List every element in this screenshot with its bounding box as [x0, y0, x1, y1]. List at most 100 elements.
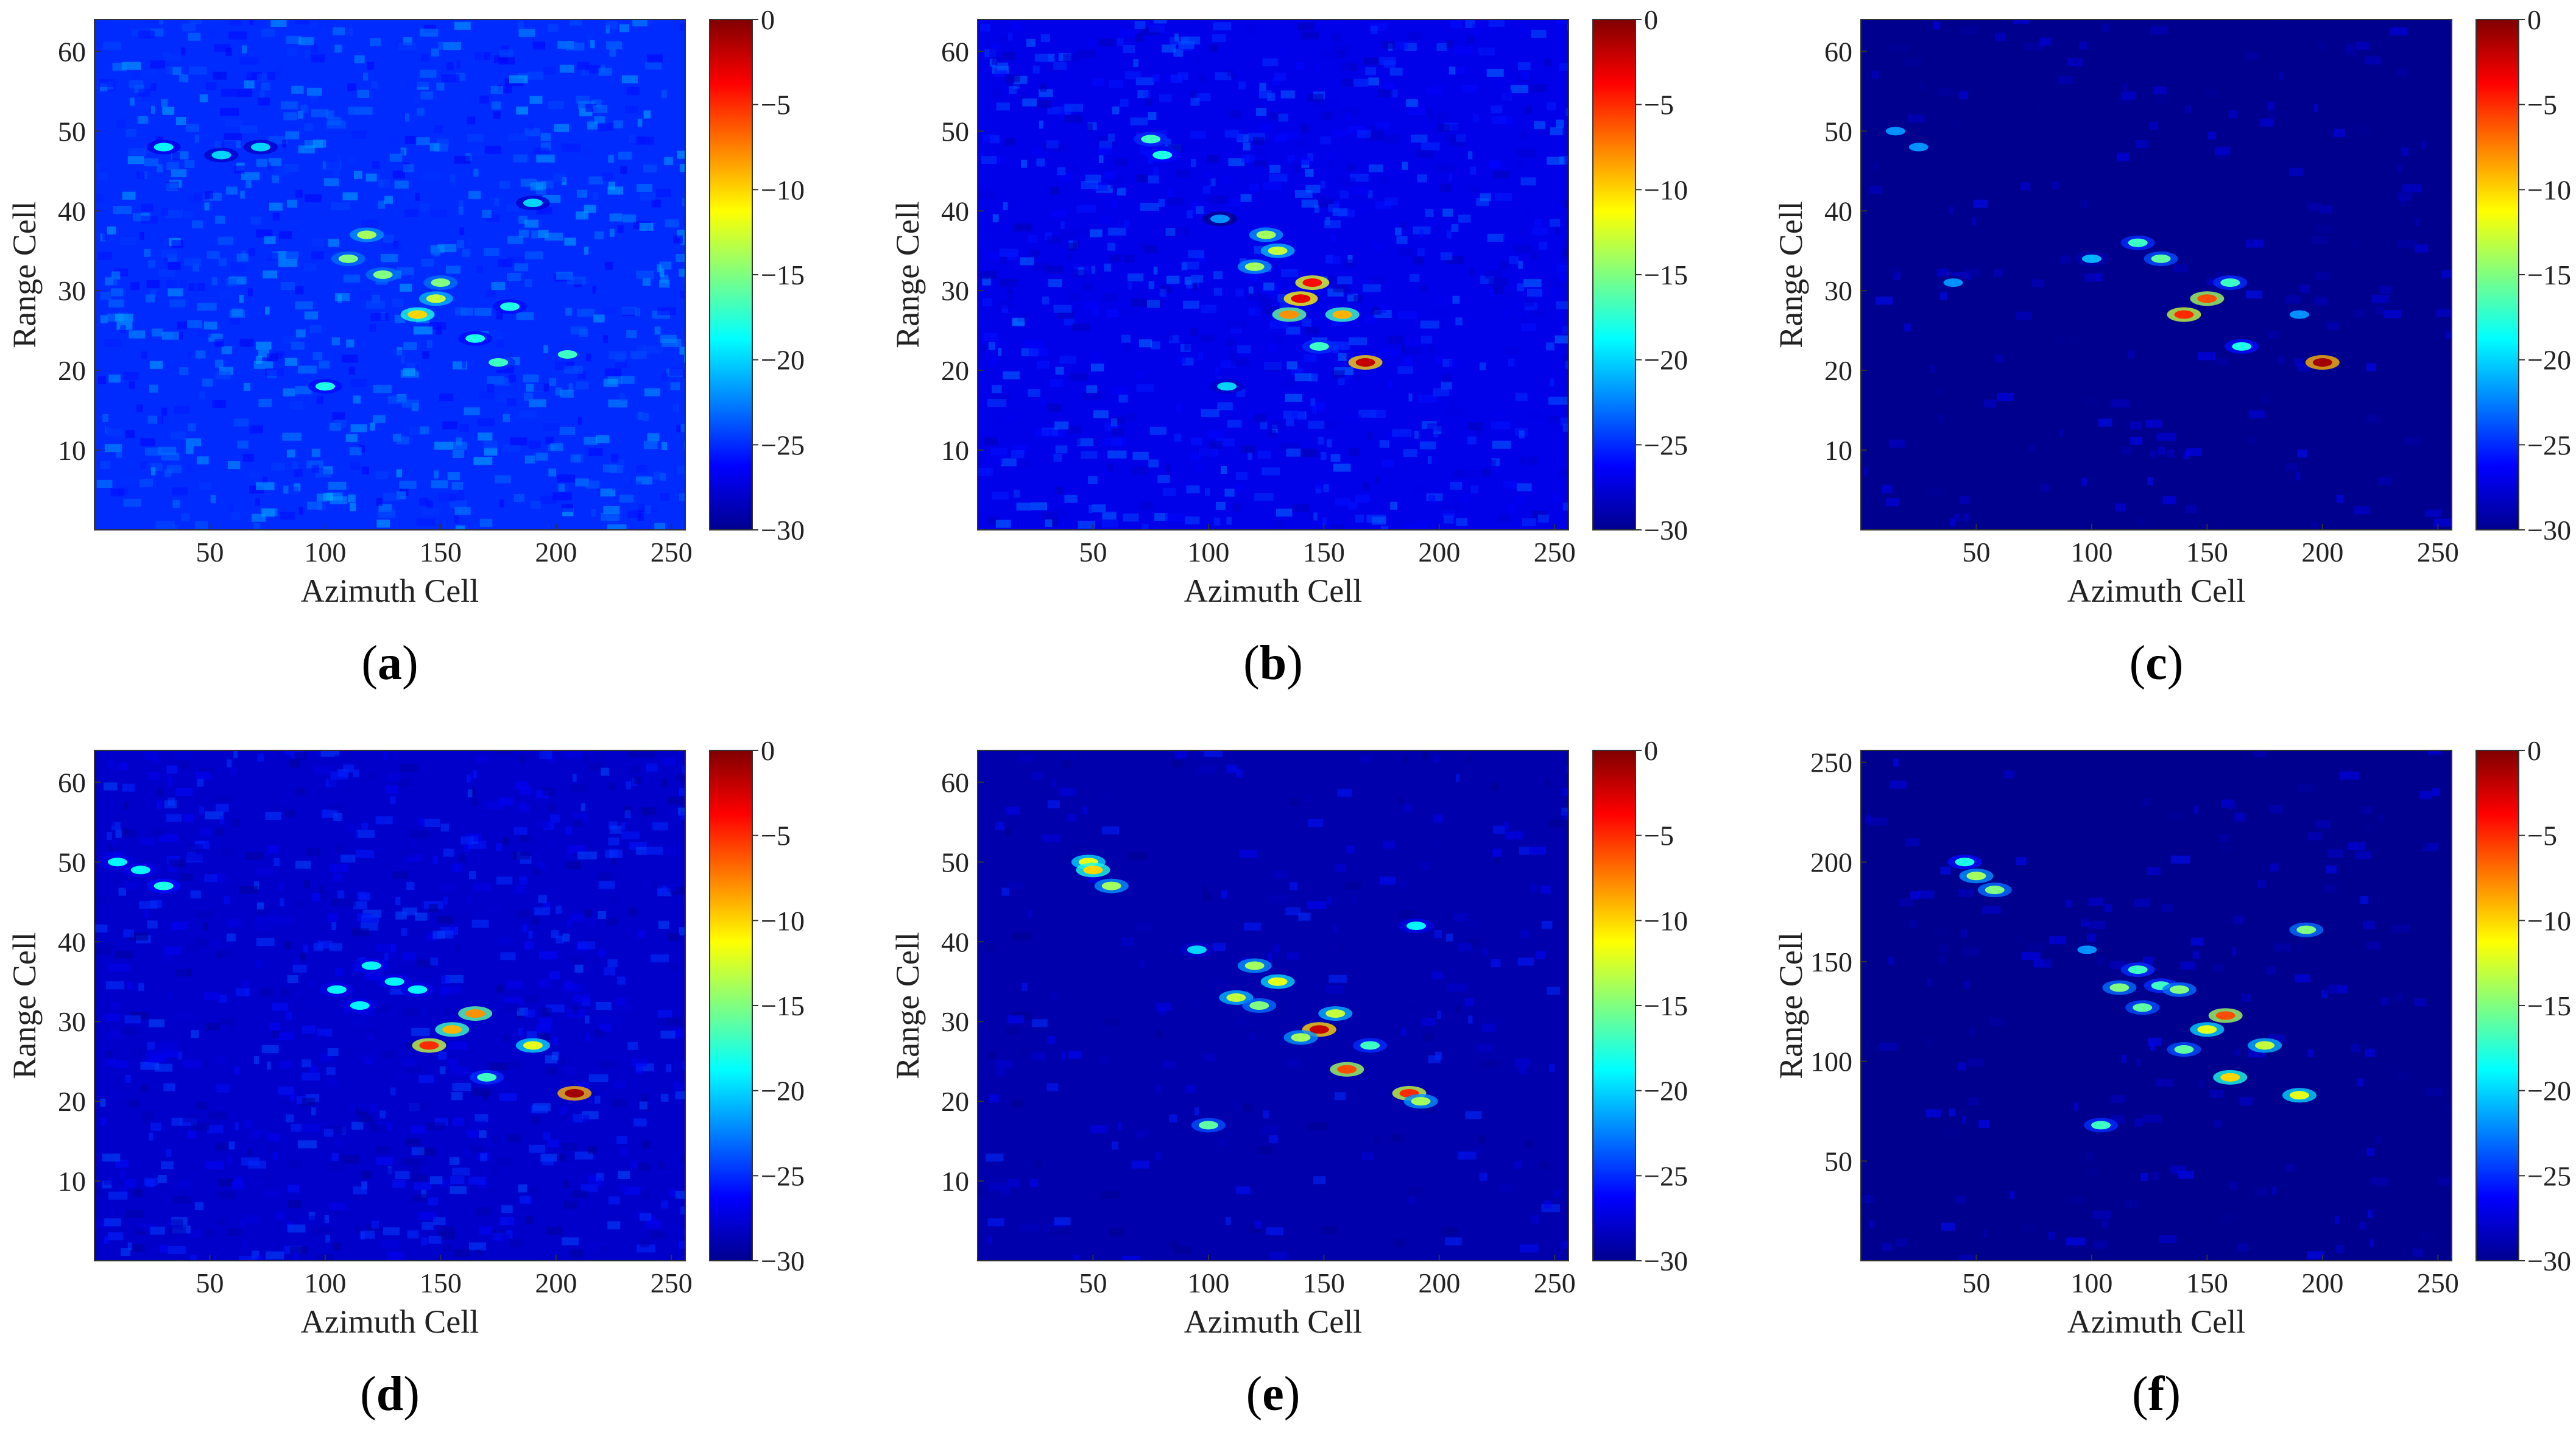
- noise-cell: [172, 152, 180, 160]
- noise-cell: [136, 404, 143, 412]
- noise-cell: [983, 943, 997, 951]
- noise-cell: [1420, 336, 1433, 344]
- noise-cell: [639, 1213, 652, 1221]
- noise-cell: [572, 774, 577, 782]
- noise-cell: [2373, 352, 2377, 361]
- noise-cell: [304, 123, 313, 132]
- noise-cell: [2296, 472, 2301, 481]
- noise-cell: [633, 1118, 647, 1127]
- noise-cell: [434, 470, 439, 479]
- noise-cell: [1554, 335, 1569, 344]
- noise-cell: [2079, 41, 2087, 50]
- noise-cell: [1048, 403, 1062, 412]
- noise-cell: [364, 972, 382, 981]
- noise-cell: [1341, 79, 1354, 87]
- noise-cell: [584, 754, 589, 763]
- noise-cell: [247, 288, 253, 297]
- noise-cell: [1383, 82, 1396, 90]
- noise-cell: [97, 376, 106, 384]
- noise-cell: [2401, 147, 2409, 156]
- target-point: [2174, 1045, 2194, 1054]
- noise-cell: [140, 461, 147, 470]
- noise-cell: [661, 90, 667, 99]
- noise-cell: [521, 753, 534, 761]
- colorbar-tick-label: −20: [1644, 345, 1688, 376]
- noise-cell: [1414, 431, 1419, 439]
- noise-cell: [1428, 113, 1447, 122]
- noise-cell: [2360, 896, 2369, 904]
- noise-cell: [1112, 106, 1120, 115]
- noise-cell: [641, 807, 656, 816]
- noise-cell: [1038, 398, 1046, 406]
- noise-cell: [659, 280, 670, 288]
- target-point: [1309, 1025, 1329, 1034]
- noise-cell: [1081, 180, 1098, 189]
- noise-cell: [1172, 759, 1184, 768]
- noise-cell: [484, 440, 498, 449]
- noise-cell: [2398, 164, 2402, 173]
- noise-cell: [1368, 432, 1373, 440]
- noise-cell: [241, 172, 260, 180]
- noise-cell: [1937, 414, 1944, 423]
- noise-cell: [2322, 884, 2337, 893]
- noise-cell: [404, 1138, 420, 1146]
- noise-cell: [214, 339, 224, 347]
- noise-cell: [2401, 50, 2405, 58]
- noise-cell: [265, 1251, 284, 1260]
- noise-cell: [259, 91, 265, 99]
- noise-cell: [102, 1153, 121, 1162]
- noise-cell: [475, 1114, 489, 1123]
- noise-cell: [256, 482, 275, 490]
- noise-cell: [353, 1186, 367, 1194]
- noise-cell: [1510, 85, 1529, 93]
- noise-cell: [1355, 514, 1364, 523]
- noise-cell: [350, 503, 356, 512]
- target-point: [1406, 922, 1426, 931]
- noise-cell: [104, 782, 118, 791]
- noise-cell: [2180, 961, 2195, 970]
- noise-cell: [500, 952, 516, 960]
- noise-cell: [293, 468, 303, 478]
- noise-cell: [266, 1133, 280, 1141]
- noise-cell: [162, 107, 175, 115]
- noise-cell: [1232, 503, 1241, 512]
- noise-cell: [1045, 265, 1064, 273]
- noise-cell: [2340, 334, 2353, 342]
- noise-cell: [1311, 406, 1318, 414]
- noise-cell: [2122, 83, 2127, 91]
- noise-cell: [1369, 276, 1386, 284]
- noise-cell: [2167, 449, 2175, 457]
- noise-cell: [987, 1176, 1000, 1185]
- noise-cell: [1890, 780, 1907, 789]
- noise-cell: [564, 238, 576, 246]
- noise-cell: [2394, 380, 2402, 389]
- noise-cell: [2380, 373, 2387, 382]
- noise-cell: [1403, 449, 1417, 457]
- noise-cell: [1118, 303, 1123, 311]
- panel-f: 50 100 150 200 250 50 100 150 200 250 Azimuth Cell…: [1766, 731, 2576, 1437]
- noise-cell: [1053, 509, 1068, 517]
- noise-cell: [1232, 1102, 1238, 1111]
- noise-cell: [1176, 169, 1190, 178]
- noise-cell: [454, 21, 471, 30]
- x-tick-label: 250: [651, 537, 693, 568]
- noise-cell: [609, 213, 623, 222]
- noise-cell: [1263, 282, 1275, 291]
- noise-cell: [1411, 134, 1428, 143]
- noise-cell: [1332, 33, 1341, 41]
- colorbar-tick-label: −10: [1644, 174, 1688, 205]
- noise-cell: [314, 1227, 334, 1235]
- noise-cell: [2027, 943, 2045, 951]
- noise-cell: [452, 912, 467, 921]
- noise-cell: [1441, 381, 1452, 390]
- noise-cell: [2124, 252, 2136, 261]
- noise-cell: [2253, 750, 2268, 758]
- noise-cell: [1943, 1129, 1960, 1138]
- noise-cell: [450, 925, 455, 934]
- noise-cell: [627, 1041, 638, 1050]
- noise-cell: [1423, 1032, 1433, 1041]
- noise-cell: [264, 1190, 281, 1199]
- noise-cell: [372, 1114, 379, 1123]
- noise-cell: [581, 803, 585, 812]
- noise-cell: [1530, 1215, 1539, 1224]
